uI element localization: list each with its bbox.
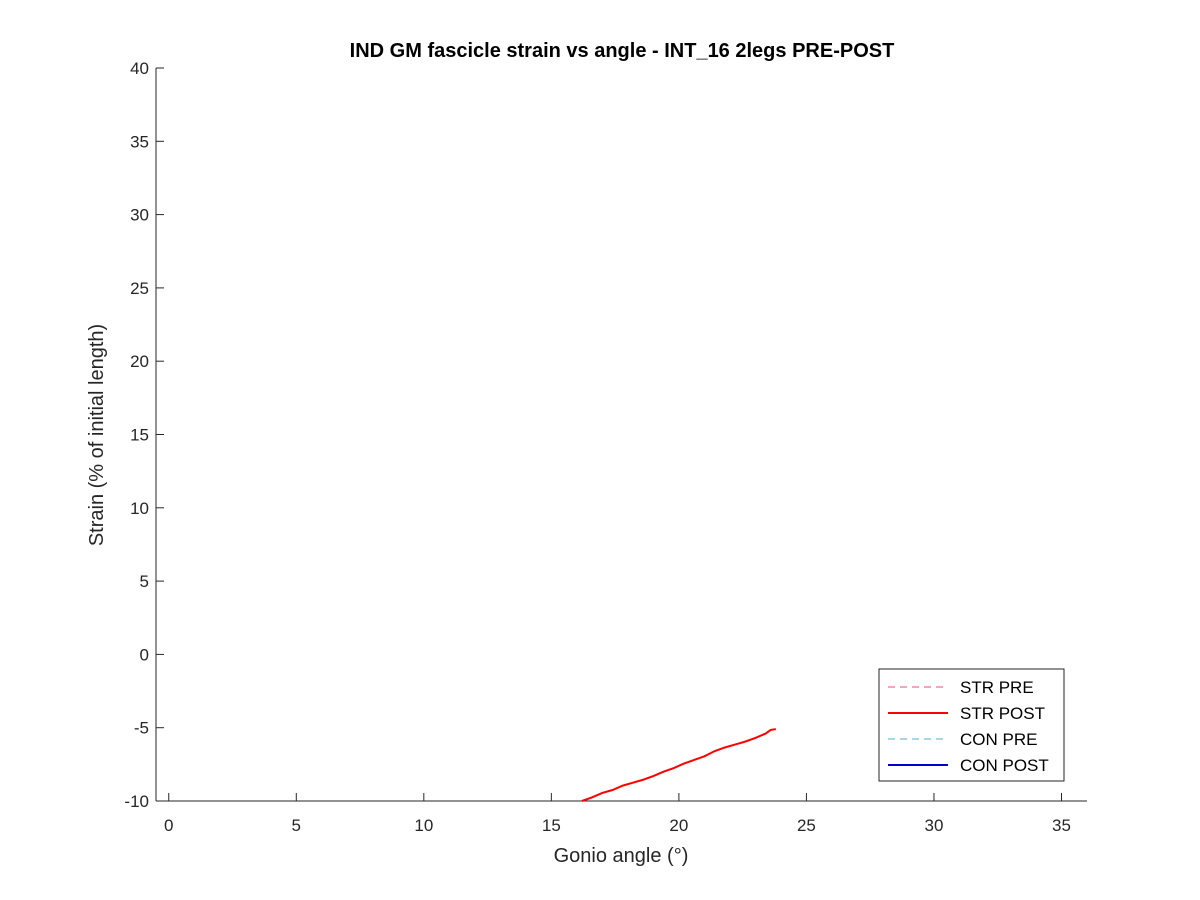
y-tick-label: -10	[124, 792, 149, 811]
x-tick-label: 35	[1052, 816, 1071, 835]
legend-box	[878, 668, 1065, 782]
y-tick-label: 35	[130, 132, 149, 151]
y-tick-label: 30	[130, 206, 149, 225]
y-tick-label: 40	[130, 59, 149, 78]
x-tick-label: 30	[924, 816, 943, 835]
x-tick-label: 10	[414, 816, 433, 835]
legend-label: STR POST	[960, 704, 1045, 723]
legend: STR PRE STR POST CON PRE CON POST	[878, 668, 1065, 782]
series-layer	[581, 728, 776, 802]
x-tick-label: 5	[292, 816, 301, 835]
x-tick-label: 15	[542, 816, 561, 835]
plot-area: 0 5 10 15 20 25 30 35 -10 -5 0 5 10 15 20 25 30 35 40	[124, 59, 1087, 835]
x-tick-label: 20	[669, 816, 688, 835]
legend-label: STR PRE	[960, 678, 1034, 697]
y-tick-label: 10	[130, 499, 149, 518]
x-tick-label: 25	[797, 816, 816, 835]
y-ticks: -10 -5 0 5 10 15 20 25 30 35 40	[124, 59, 164, 811]
y-tick-label: 15	[130, 426, 149, 445]
x-tick-label: 0	[164, 816, 173, 835]
y-tick-label: 5	[140, 572, 149, 591]
legend-label: CON POST	[960, 756, 1049, 775]
x-ticks: 0 5 10 15 20 25 30 35	[164, 793, 1071, 835]
legend-label: CON PRE	[960, 730, 1037, 749]
series-line-str-post	[581, 728, 776, 802]
y-tick-label: -5	[134, 719, 149, 738]
y-tick-label: 0	[140, 645, 149, 664]
chart-title: IND GM fascicle strain vs angle - INT_16…	[350, 40, 895, 62]
x-axis-label: Gonio angle (°)	[554, 845, 689, 867]
y-tick-label: 25	[130, 279, 149, 298]
y-tick-label: 20	[130, 352, 149, 371]
y-axis-label: Strain (% of initial length)	[86, 324, 108, 546]
